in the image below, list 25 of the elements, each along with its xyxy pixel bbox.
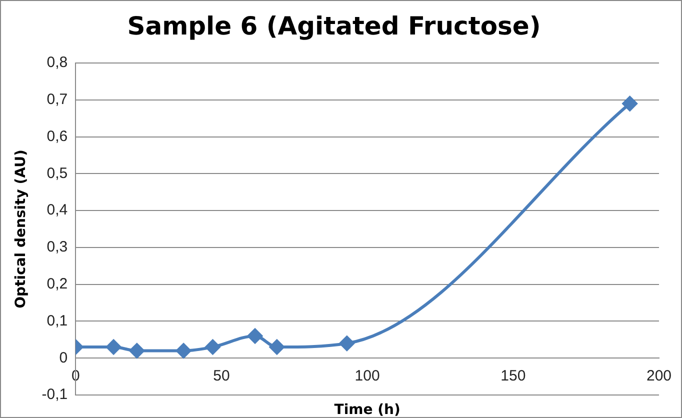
point xyxy=(339,336,354,351)
y-tick-label: 0 xyxy=(59,349,68,366)
x-tick-label: 200 xyxy=(646,367,672,384)
point xyxy=(176,343,192,358)
x-tick-label: 100 xyxy=(354,367,380,384)
y-tick-label: 0,3 xyxy=(46,238,68,256)
y-tick-label: 0,4 xyxy=(46,202,68,219)
x-tick-label: 50 xyxy=(213,367,230,384)
point xyxy=(129,343,144,358)
point xyxy=(269,340,284,355)
y-tick-label: 0,6 xyxy=(46,128,68,145)
y-tick-label: 0,5 xyxy=(46,164,68,182)
point xyxy=(106,340,122,355)
point xyxy=(622,96,638,112)
y-axis-title: Optical density (AU) xyxy=(13,150,30,308)
point xyxy=(248,328,263,344)
chart-title: Sample 6 (Agitated Fructose) xyxy=(127,12,541,40)
point xyxy=(205,340,220,355)
x-tick-label: 150 xyxy=(500,367,526,384)
x-axis-title: Time (h) xyxy=(334,402,400,418)
y-tick-label: 0,7 xyxy=(46,91,68,108)
y-tick-label: 0,2 xyxy=(46,275,68,292)
y-tick-label: 0,8 xyxy=(46,54,68,72)
y-tick-label: 0,1 xyxy=(46,312,68,330)
y-tick-label: -0,1 xyxy=(42,386,68,404)
